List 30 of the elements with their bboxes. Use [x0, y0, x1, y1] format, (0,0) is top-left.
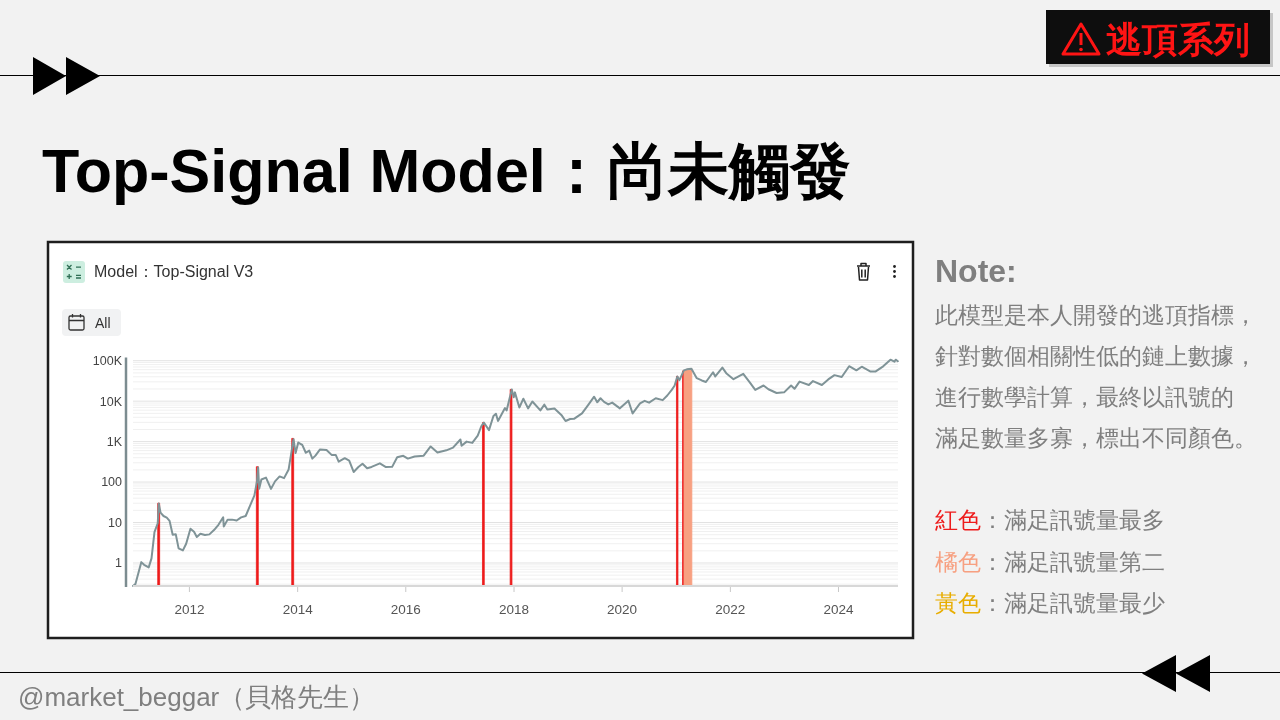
text: ：滿足訊號量最少 [981, 590, 1165, 616]
text: All [95, 315, 111, 331]
x-tick-label: 2016 [390, 602, 421, 617]
text: ：滿足訊號量最多 [981, 507, 1165, 533]
text: 針對數個相關性低的鏈上數據， [935, 343, 1257, 369]
chart-subtitle: Model：Top-Signal V3 [94, 263, 254, 280]
y-tick-label: 100K [92, 354, 123, 369]
y-tick-label: 1K [106, 434, 123, 449]
text: 進行數學計算，最終以訊號的 [935, 384, 1234, 410]
y-tick-label: 100 [101, 475, 123, 490]
y-tick-label: 10 [108, 515, 123, 530]
x-tick-label: 2018 [499, 602, 530, 617]
text: 橘色 [935, 548, 981, 575]
text: 滿足數量多寡，標出不同顏色。 [935, 425, 1257, 451]
x-tick-label: 2024 [823, 602, 854, 617]
text: 此模型是本人開發的逃頂指標， [935, 302, 1257, 328]
line-series [132, 358, 899, 587]
legend-label: 黃色 [935, 590, 981, 616]
text: @market_beggar（貝格先生） [18, 682, 376, 712]
x-tick-label: 2012 [174, 602, 205, 617]
text: 紅色 [935, 507, 981, 533]
x-tick-label: 2020 [607, 602, 638, 617]
text: ：滿足訊號量第二 [981, 549, 1165, 575]
x-tick-label: 2022 [715, 602, 746, 617]
y-tick-label: 1 [115, 556, 123, 571]
text: 逃頂系列 [1106, 19, 1250, 60]
text: Note: [935, 253, 1017, 289]
y-tick-label: 10K [99, 394, 123, 409]
chart-title: Top-Signal Model：尚未觸發 [42, 137, 851, 205]
x-tick-label: 2014 [282, 602, 314, 617]
